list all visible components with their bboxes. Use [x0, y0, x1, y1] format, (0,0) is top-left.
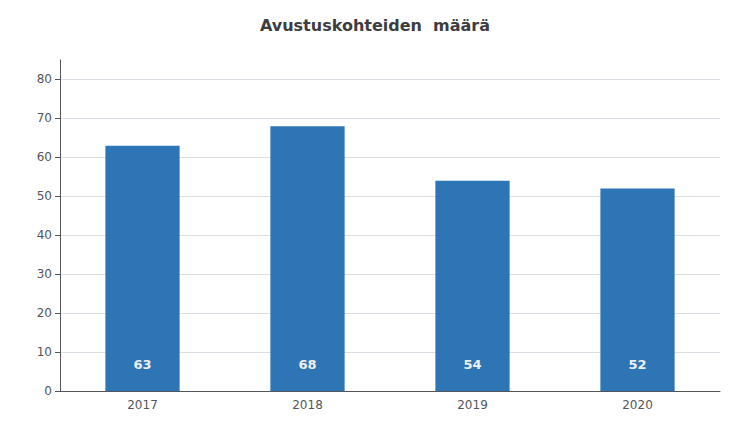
svg-text:70: 70: [37, 111, 52, 125]
svg-text:80: 80: [37, 72, 52, 86]
svg-text:Avustuskohteiden määrä: Avustuskohteiden määrä: [260, 16, 490, 35]
svg-text:60: 60: [37, 150, 52, 164]
svg-text:40: 40: [37, 228, 52, 242]
svg-text:2020: 2020: [622, 398, 653, 412]
svg-text:54: 54: [463, 357, 481, 372]
svg-text:68: 68: [298, 357, 316, 372]
svg-text:0: 0: [44, 384, 52, 398]
svg-text:63: 63: [133, 357, 151, 372]
svg-text:2019: 2019: [457, 398, 488, 412]
svg-text:2017: 2017: [127, 398, 158, 412]
svg-text:52: 52: [628, 357, 646, 372]
svg-text:10: 10: [37, 345, 52, 359]
svg-text:30: 30: [37, 267, 52, 281]
svg-text:50: 50: [37, 189, 52, 203]
svg-text:20: 20: [37, 306, 52, 320]
svg-text:2018: 2018: [292, 398, 323, 412]
